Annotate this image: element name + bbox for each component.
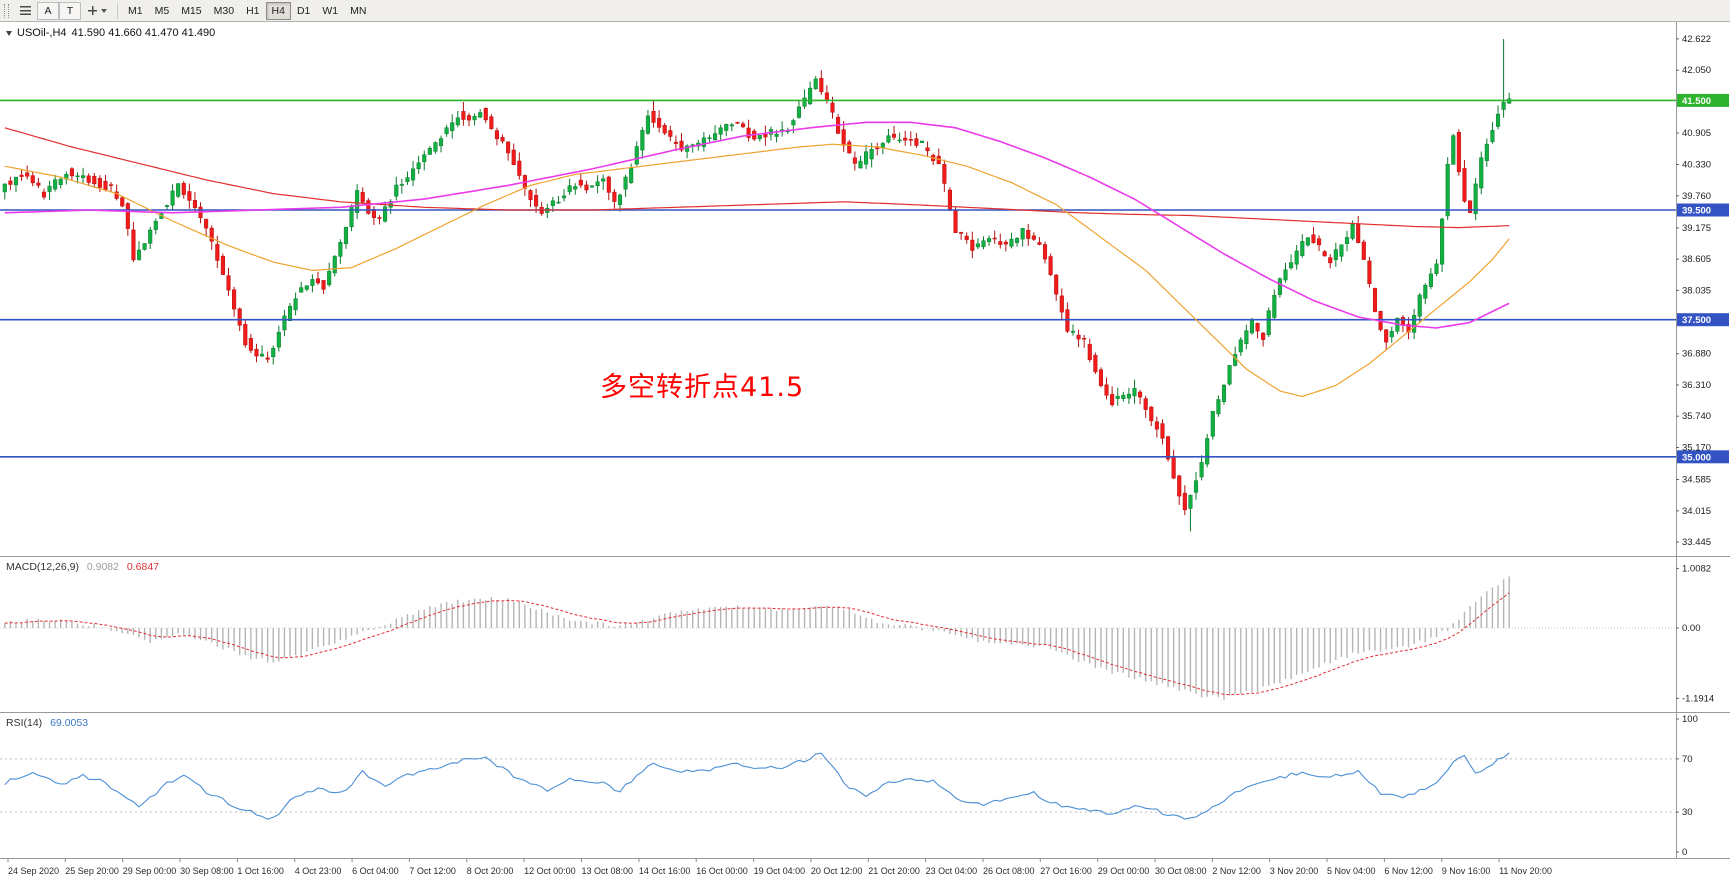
timeframe-button-m15[interactable]: M15 <box>175 2 207 20</box>
svg-text:33.445: 33.445 <box>1682 537 1711 548</box>
svg-text:29 Oct 00:00: 29 Oct 00:00 <box>1098 866 1150 876</box>
timeframe-button-h4[interactable]: H4 <box>265 1 291 20</box>
text-tool-button[interactable]: T <box>59 1 81 20</box>
annotate-label: A <box>44 4 52 17</box>
svg-text:42.050: 42.050 <box>1682 65 1711 76</box>
svg-text:6 Oct 04:00: 6 Oct 04:00 <box>352 866 399 876</box>
chart-header: USOil-,H4 41.590 41.660 41.470 41.490 <box>6 27 215 39</box>
svg-text:0.00: 0.00 <box>1682 623 1701 634</box>
crosshair-icon <box>87 5 98 16</box>
svg-text:100: 100 <box>1682 714 1698 725</box>
svg-text:24 Sep 2020: 24 Sep 2020 <box>8 866 59 876</box>
svg-text:27 Oct 16:00: 27 Oct 16:00 <box>1040 866 1092 876</box>
macd-signal-line <box>4 592 1510 696</box>
price-tag <box>1677 450 1729 464</box>
timeframe-button-h1[interactable]: H1 <box>240 2 265 20</box>
svg-text:23 Oct 04:00: 23 Oct 04:00 <box>926 866 978 876</box>
rsi-indicator-label: RSI(14) 69.0053 <box>6 717 88 729</box>
charts-list-icon <box>20 6 31 15</box>
svg-text:42.622: 42.622 <box>1682 34 1711 45</box>
chart-annotation[interactable]: 多空转折点41.5 <box>600 372 805 403</box>
svg-text:9 Nov 16:00: 9 Nov 16:00 <box>1442 866 1491 876</box>
macd-histogram <box>4 576 1510 700</box>
svg-text:39.500: 39.500 <box>1682 206 1711 217</box>
chevron-down-icon <box>101 8 107 13</box>
svg-text:12 Oct 00:00: 12 Oct 00:00 <box>524 866 576 876</box>
svg-text:7 Oct 12:00: 7 Oct 12:00 <box>409 866 456 876</box>
ohlc-values: 41.590 41.660 41.470 41.490 <box>71 27 216 39</box>
svg-text:38.605: 38.605 <box>1682 254 1711 265</box>
svg-text:8 Oct 20:00: 8 Oct 20:00 <box>467 866 514 876</box>
svg-text:41.500: 41.500 <box>1682 96 1711 107</box>
svg-text:70: 70 <box>1682 754 1693 765</box>
rsi-value: 69.0053 <box>50 717 89 729</box>
svg-text:35.000: 35.000 <box>1682 452 1711 463</box>
svg-text:36.880: 36.880 <box>1682 349 1711 360</box>
svg-text:1.0082: 1.0082 <box>1682 563 1711 574</box>
svg-text:40.330: 40.330 <box>1682 160 1711 171</box>
svg-text:3 Nov 20:00: 3 Nov 20:00 <box>1270 866 1319 876</box>
svg-text:36.310: 36.310 <box>1682 380 1711 391</box>
svg-text:29 Sep 00:00: 29 Sep 00:00 <box>123 866 177 876</box>
svg-text:37.500: 37.500 <box>1682 315 1711 326</box>
svg-text:21 Oct 20:00: 21 Oct 20:00 <box>868 866 920 876</box>
charts-list-button[interactable] <box>14 2 37 20</box>
svg-text:40.905: 40.905 <box>1682 128 1711 139</box>
svg-text:30 Oct 08:00: 30 Oct 08:00 <box>1155 866 1207 876</box>
macd-indicator-label: MACD(12,26,9) 0.9082 0.6847 <box>6 561 159 573</box>
svg-text:13 Oct 08:00: 13 Oct 08:00 <box>582 866 634 876</box>
timeframe-button-m1[interactable]: M1 <box>122 2 149 20</box>
svg-text:39.760: 39.760 <box>1682 191 1711 202</box>
svg-text:14 Oct 16:00: 14 Oct 16:00 <box>639 866 691 876</box>
price-tag <box>1677 93 1729 107</box>
svg-text:34.585: 34.585 <box>1682 475 1711 486</box>
macd-signal-value: 0.6847 <box>126 561 160 573</box>
svg-text:-1.1914: -1.1914 <box>1682 693 1714 704</box>
toolbar-separator <box>117 2 118 19</box>
timeframe-button-m5[interactable]: M5 <box>149 2 176 20</box>
rsi-line <box>4 752 1510 820</box>
svg-text:6 Nov 12:00: 6 Nov 12:00 <box>1384 866 1433 876</box>
svg-text:1 Oct 16:00: 1 Oct 16:00 <box>237 866 284 876</box>
crosshair-tool-button[interactable] <box>81 2 113 20</box>
svg-text:25 Sep 20:00: 25 Sep 20:00 <box>65 866 119 876</box>
svg-text:16 Oct 00:00: 16 Oct 00:00 <box>696 866 748 876</box>
svg-text:11 Nov 20:00: 11 Nov 20:00 <box>1499 866 1552 876</box>
text-tool-label: T <box>66 4 74 17</box>
svg-text:34.015: 34.015 <box>1682 506 1711 517</box>
ma-slow-magenta <box>4 121 1510 329</box>
timeframe-button-mn[interactable]: MN <box>344 2 372 20</box>
annotate-button[interactable]: A <box>37 1 59 20</box>
timeframe-button-d1[interactable]: D1 <box>291 2 316 20</box>
svg-text:4 Oct 23:00: 4 Oct 23:00 <box>295 866 342 876</box>
svg-text:5 Nov 04:00: 5 Nov 04:00 <box>1327 866 1376 876</box>
timeframe-button-m30[interactable]: M30 <box>208 2 240 20</box>
price-tag <box>1677 203 1729 217</box>
svg-text:30: 30 <box>1682 807 1693 818</box>
svg-text:26 Oct 08:00: 26 Oct 08:00 <box>983 866 1035 876</box>
svg-text:20 Oct 12:00: 20 Oct 12:00 <box>811 866 863 876</box>
svg-text:0: 0 <box>1682 847 1687 858</box>
macd-main-value: 0.9082 <box>86 561 119 573</box>
svg-text:2 Nov 12:00: 2 Nov 12:00 <box>1212 866 1261 876</box>
ma-mid-orange <box>4 143 1510 398</box>
svg-text:19 Oct 04:00: 19 Oct 04:00 <box>754 866 806 876</box>
price-tag <box>1677 313 1729 327</box>
svg-text:35.170: 35.170 <box>1682 443 1711 454</box>
rsi-name: RSI(14) <box>6 717 43 729</box>
toolbar: A T M1 M5 M15 M30 H1 H4 D1 W1 MN <box>0 0 1730 22</box>
symbol-dropdown-icon[interactable] <box>6 30 12 36</box>
toolbar-grip[interactable] <box>4 3 9 18</box>
timeframe-button-w1[interactable]: W1 <box>316 2 344 20</box>
svg-text:30 Sep 08:00: 30 Sep 08:00 <box>180 866 234 876</box>
svg-text:38.035: 38.035 <box>1682 285 1711 296</box>
svg-text:35.740: 35.740 <box>1682 411 1711 422</box>
svg-text:39.175: 39.175 <box>1682 223 1711 234</box>
macd-name: MACD(12,26,9) <box>6 561 79 573</box>
symbol-title: USOil-,H4 <box>17 27 67 39</box>
ma-fast-red <box>4 127 1510 229</box>
